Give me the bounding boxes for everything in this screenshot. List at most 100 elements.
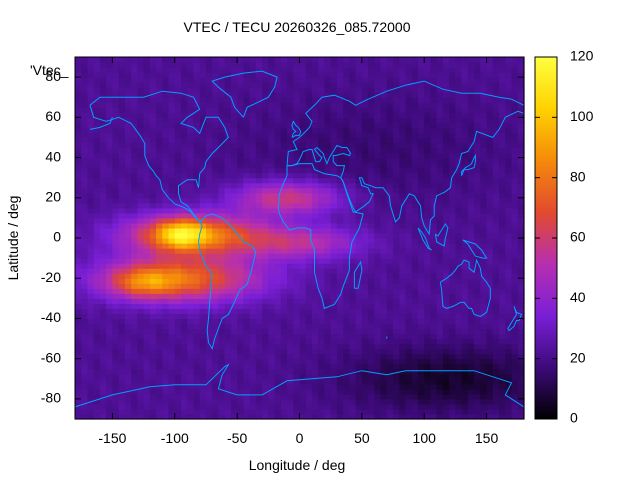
heatmap-cell <box>474 403 481 410</box>
heatmap-cell <box>156 408 163 415</box>
heatmap-cell <box>442 368 450 375</box>
heatmap-cell <box>461 147 469 154</box>
heatmap-cell <box>268 97 276 103</box>
heatmap-cell <box>149 388 157 395</box>
heatmap-cell <box>212 157 220 164</box>
heatmap-cell <box>81 268 89 274</box>
heatmap-cell <box>336 92 344 98</box>
heatmap-cell <box>499 142 506 149</box>
heatmap-cell <box>237 258 244 264</box>
heatmap-cell <box>280 137 288 144</box>
heatmap-cell <box>137 238 145 244</box>
heatmap-cell <box>181 172 188 179</box>
heatmap-cell <box>368 328 375 335</box>
heatmap-cell <box>386 238 394 244</box>
heatmap-cell <box>305 308 313 315</box>
heatmap-cell <box>187 258 195 264</box>
heatmap-cell <box>305 303 313 309</box>
heatmap-cell <box>480 172 488 179</box>
heatmap-cell <box>187 117 195 123</box>
heatmap-cell <box>380 358 388 365</box>
heatmap-cell <box>162 333 170 340</box>
heatmap-cell <box>374 222 382 229</box>
heatmap-cell <box>355 383 363 390</box>
heatmap-cell <box>455 72 463 78</box>
heatmap-cell <box>205 67 213 73</box>
heatmap-cell <box>424 102 432 108</box>
heatmap-cell <box>405 388 413 395</box>
heatmap-cell <box>87 403 95 410</box>
heatmap-cell <box>112 157 120 164</box>
heatmap-cell <box>205 177 213 184</box>
heatmap-cell <box>336 383 344 390</box>
heatmap-cell <box>318 227 326 234</box>
heatmap-cell <box>287 273 294 279</box>
heatmap-cell <box>442 207 450 214</box>
heatmap-cell <box>212 122 220 128</box>
heatmap-cell <box>424 413 432 420</box>
heatmap-cell <box>218 232 226 239</box>
heatmap-cell <box>436 77 444 83</box>
heatmap-cell <box>243 77 251 83</box>
heatmap-cell <box>224 413 232 420</box>
heatmap-cell <box>106 293 114 299</box>
heatmap-cell <box>143 192 151 199</box>
heatmap-cell <box>262 152 269 159</box>
heatmap-cell <box>318 358 326 365</box>
heatmap-cell <box>474 117 481 123</box>
heatmap-cell <box>268 92 276 98</box>
heatmap-cell <box>349 268 357 274</box>
heatmap-cell <box>299 102 307 108</box>
heatmap-cell <box>280 393 288 400</box>
heatmap-cell <box>442 238 450 244</box>
heatmap-cell <box>486 167 494 174</box>
heatmap-cell <box>149 273 157 279</box>
heatmap-cell <box>118 378 126 385</box>
heatmap-cell <box>411 408 419 415</box>
heatmap-cell <box>411 62 419 68</box>
heatmap-cell <box>218 157 226 164</box>
heatmap-cell <box>305 157 313 164</box>
heatmap-cell <box>305 238 313 244</box>
heatmap-cell <box>193 238 201 244</box>
heatmap-cell <box>237 122 244 128</box>
heatmap-cell <box>442 308 450 315</box>
heatmap-cell <box>336 117 344 123</box>
heatmap-cell <box>199 182 207 189</box>
heatmap-cell <box>143 57 151 63</box>
heatmap-cell <box>499 388 506 395</box>
heatmap-cell <box>168 102 176 108</box>
heatmap-cell <box>212 152 220 159</box>
heatmap-cell <box>480 202 488 209</box>
heatmap-cell <box>287 333 294 340</box>
heatmap-cell <box>162 293 170 299</box>
heatmap-cell <box>187 62 195 68</box>
heatmap-cell <box>311 328 319 335</box>
heatmap-cell <box>262 398 269 405</box>
heatmap-cell <box>486 157 494 164</box>
heatmap-cell <box>106 222 114 229</box>
heatmap-cell <box>131 243 138 249</box>
heatmap-cell <box>380 152 388 159</box>
heatmap-cell <box>343 112 350 118</box>
heatmap-cell <box>230 258 238 264</box>
heatmap-cell <box>305 152 313 159</box>
heatmap-cell <box>455 112 463 118</box>
heatmap-cell <box>399 187 407 194</box>
heatmap-cell <box>224 187 232 194</box>
heatmap-cell <box>81 243 89 249</box>
heatmap-cell <box>268 313 276 320</box>
heatmap-cell <box>293 72 301 78</box>
heatmap-cell <box>430 67 438 73</box>
heatmap-cell <box>262 383 269 390</box>
heatmap-cell <box>368 232 375 239</box>
heatmap-cell <box>237 202 244 209</box>
heatmap-cell <box>330 413 338 420</box>
heatmap-cell <box>131 273 138 279</box>
heatmap-cell <box>81 192 89 199</box>
heatmap-cell <box>411 393 419 400</box>
heatmap-cell <box>106 333 114 340</box>
heatmap-cell <box>181 67 188 73</box>
heatmap-cell <box>299 248 307 254</box>
heatmap-cell <box>193 258 201 264</box>
